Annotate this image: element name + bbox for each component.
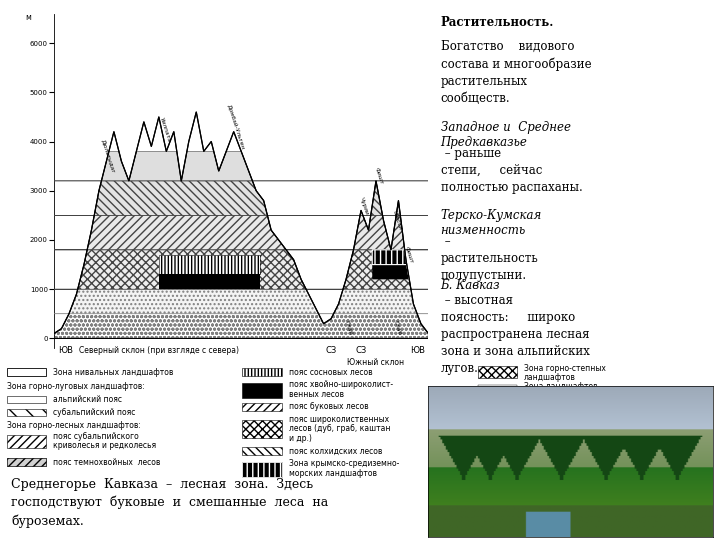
- Text: субальпийский пояс: субальпийский пояс: [53, 408, 136, 417]
- Text: Зона горно-луговых ландшафтов:: Зона горно-луговых ландшафтов:: [7, 382, 145, 392]
- Bar: [477, 446, 517, 456]
- Bar: [243, 368, 282, 376]
- Bar: [7, 458, 46, 465]
- Text: Зона горно-степных: Зона горно-степных: [524, 364, 606, 373]
- Text: субтропических степей и: субтропических степей и: [477, 411, 580, 421]
- Text: и др.): и др.): [289, 434, 312, 443]
- Polygon shape: [159, 255, 260, 274]
- Text: Зона нивальных ландшафтов: Зона нивальных ландшафтов: [53, 368, 174, 376]
- Polygon shape: [54, 289, 428, 314]
- Text: Зона полупустынных: Зона полупустынных: [524, 460, 610, 468]
- Text: Домбай-Ульген: Домбай-Ульген: [226, 104, 246, 150]
- Text: Б. Кавказ: Б. Кавказ: [441, 279, 500, 292]
- Bar: [243, 462, 282, 477]
- Text: Северный склон (при взгляде с севера): Северный склон (при взгляде с севера): [78, 346, 239, 355]
- Bar: [243, 420, 282, 438]
- Text: Чурии: Чурии: [358, 196, 369, 215]
- Bar: [7, 396, 46, 403]
- Text: пояс хвойно-широколист-: пояс хвойно-широколист-: [289, 380, 393, 389]
- Polygon shape: [54, 181, 428, 215]
- Text: Западное и  Среднее
Предкавказье: Западное и Среднее Предкавказье: [441, 121, 570, 149]
- Text: Растительность.: Растительность.: [441, 16, 554, 29]
- Polygon shape: [372, 250, 410, 282]
- Text: венных лесов: венных лесов: [289, 389, 343, 399]
- Bar: [243, 447, 282, 455]
- Text: Дюльтыдаг: Дюльтыдаг: [101, 139, 117, 174]
- Text: –
растительность
полупустыни.: – растительность полупустыни.: [441, 235, 539, 282]
- Text: ЮВ: ЮВ: [410, 346, 425, 355]
- Text: Богатство    видового
состава и многообразие
растительных
сообществ.: Богатство видового состава и многообрази…: [441, 40, 591, 105]
- Polygon shape: [54, 314, 428, 339]
- Text: м: м: [25, 14, 31, 23]
- Bar: [7, 409, 46, 416]
- Text: Среднегорье  Кавказа  –  лесная  зона.  Здесь
господствуют  буковые  и  смешанны: Среднегорье Кавказа – лесная зона. Здесь…: [12, 478, 328, 528]
- Text: пояс сосновых лесов: пояс сосновых лесов: [289, 368, 372, 376]
- Bar: [243, 462, 282, 477]
- Text: Глаб: Глаб: [343, 320, 354, 336]
- Text: пояс темнохвойных  лесов: пояс темнохвойных лесов: [53, 457, 161, 467]
- Text: морских ландшафтов: морских ландшафтов: [289, 469, 377, 477]
- Text: СЗ: СЗ: [325, 346, 337, 355]
- Bar: [7, 368, 46, 376]
- Polygon shape: [54, 215, 428, 250]
- Bar: [477, 366, 517, 379]
- Text: ЮВ: ЮВ: [58, 346, 73, 355]
- Text: Зона ландшафтов предгорных: Зона ландшафтов предгорных: [477, 402, 603, 411]
- Text: Южный склон: Южный склон: [348, 358, 405, 367]
- Text: Шесси: Шесси: [392, 210, 402, 231]
- Text: альпийский пояс: альпийский пояс: [53, 395, 122, 404]
- Text: Фишт: Фишт: [403, 246, 413, 264]
- Text: пояс сухих степей и аридного: пояс сухих степей и аридного: [524, 441, 646, 450]
- Polygon shape: [159, 274, 260, 289]
- Text: лесов (дуб, граб, каштан: лесов (дуб, граб, каштан: [289, 424, 390, 434]
- Text: Зона крымско-средиземно-: Зона крымско-средиземно-: [289, 460, 399, 468]
- Text: Уилпата: Уилпата: [158, 117, 171, 143]
- Text: СЗ: СЗ: [356, 346, 366, 355]
- Bar: [477, 433, 517, 440]
- Polygon shape: [54, 112, 428, 151]
- Text: ландшафтов: ландшафтов: [524, 373, 576, 382]
- Text: криволесья и редколесья: криволесья и редколесья: [53, 441, 157, 450]
- Bar: [7, 435, 46, 448]
- Bar: [477, 464, 517, 475]
- Text: Глаб: Глаб: [392, 320, 402, 336]
- Text: Зона горно-лесных ландшафтов:: Зона горно-лесных ландшафтов:: [7, 421, 141, 430]
- Text: Терско-Кумская
низменность: Терско-Кумская низменность: [441, 209, 541, 237]
- Text: редколесья: редколесья: [524, 450, 571, 459]
- Bar: [243, 383, 282, 398]
- Text: луговых степей: луговых степей: [524, 392, 588, 401]
- Text: – высотная
поясность:     широко
распространена лесная
зона и зона альпийских
лу: – высотная поясность: широко распростран…: [441, 294, 590, 375]
- Polygon shape: [372, 265, 410, 282]
- Text: пояс субальпийского: пояс субальпийского: [53, 432, 139, 441]
- Text: Зона ландшафтов: Зона ландшафтов: [524, 382, 598, 392]
- Text: аридного редколесья:: аридного редколесья:: [477, 421, 568, 430]
- Polygon shape: [54, 151, 428, 181]
- Bar: [477, 385, 517, 396]
- Text: Фишт: Фишт: [373, 167, 384, 185]
- Text: ландшафтов: ландшафтов: [524, 469, 576, 477]
- Text: пояс буковых лесов: пояс буковых лесов: [289, 402, 369, 411]
- Text: – раньше
степи,     сейчас
полностью распаханы.: – раньше степи, сейчас полностью распаха…: [441, 147, 582, 194]
- Text: пояс широколиственных: пояс широколиственных: [289, 415, 389, 424]
- Text: пояс колхидских лесов: пояс колхидских лесов: [289, 447, 382, 456]
- Text: пояс шибляка: пояс шибляка: [524, 432, 580, 441]
- Bar: [243, 403, 282, 410]
- Polygon shape: [54, 250, 428, 289]
- Bar: [7, 458, 46, 465]
